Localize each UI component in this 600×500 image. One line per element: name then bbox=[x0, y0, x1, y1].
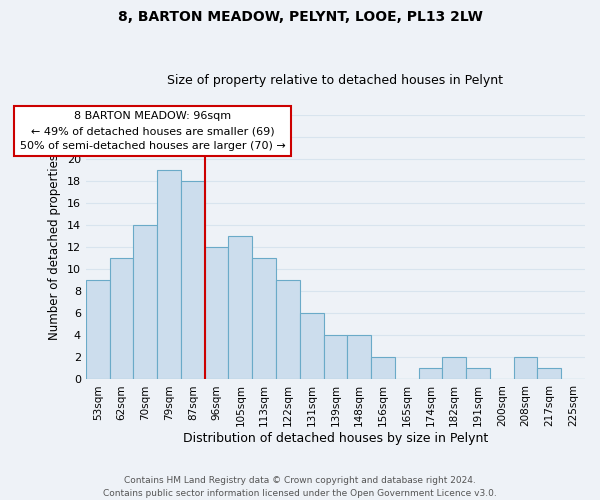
Bar bbox=[86, 280, 110, 380]
Bar bbox=[419, 368, 442, 380]
Bar bbox=[229, 236, 252, 380]
Bar bbox=[252, 258, 276, 380]
Bar bbox=[466, 368, 490, 380]
Bar bbox=[371, 358, 395, 380]
Text: Contains HM Land Registry data © Crown copyright and database right 2024.
Contai: Contains HM Land Registry data © Crown c… bbox=[103, 476, 497, 498]
Bar bbox=[538, 368, 561, 380]
Y-axis label: Number of detached properties: Number of detached properties bbox=[48, 154, 61, 340]
Bar bbox=[157, 170, 181, 380]
Text: 8 BARTON MEADOW: 96sqm
← 49% of detached houses are smaller (69)
50% of semi-det: 8 BARTON MEADOW: 96sqm ← 49% of detached… bbox=[20, 112, 286, 151]
Bar bbox=[181, 181, 205, 380]
Bar bbox=[133, 225, 157, 380]
Text: 8, BARTON MEADOW, PELYNT, LOOE, PL13 2LW: 8, BARTON MEADOW, PELYNT, LOOE, PL13 2LW bbox=[118, 10, 482, 24]
X-axis label: Distribution of detached houses by size in Pelynt: Distribution of detached houses by size … bbox=[183, 432, 488, 445]
Bar bbox=[300, 313, 323, 380]
Bar bbox=[347, 336, 371, 380]
Bar bbox=[205, 247, 229, 380]
Bar bbox=[110, 258, 133, 380]
Bar bbox=[442, 358, 466, 380]
Bar bbox=[514, 358, 538, 380]
Bar bbox=[323, 336, 347, 380]
Bar bbox=[276, 280, 300, 380]
Title: Size of property relative to detached houses in Pelynt: Size of property relative to detached ho… bbox=[167, 74, 503, 87]
